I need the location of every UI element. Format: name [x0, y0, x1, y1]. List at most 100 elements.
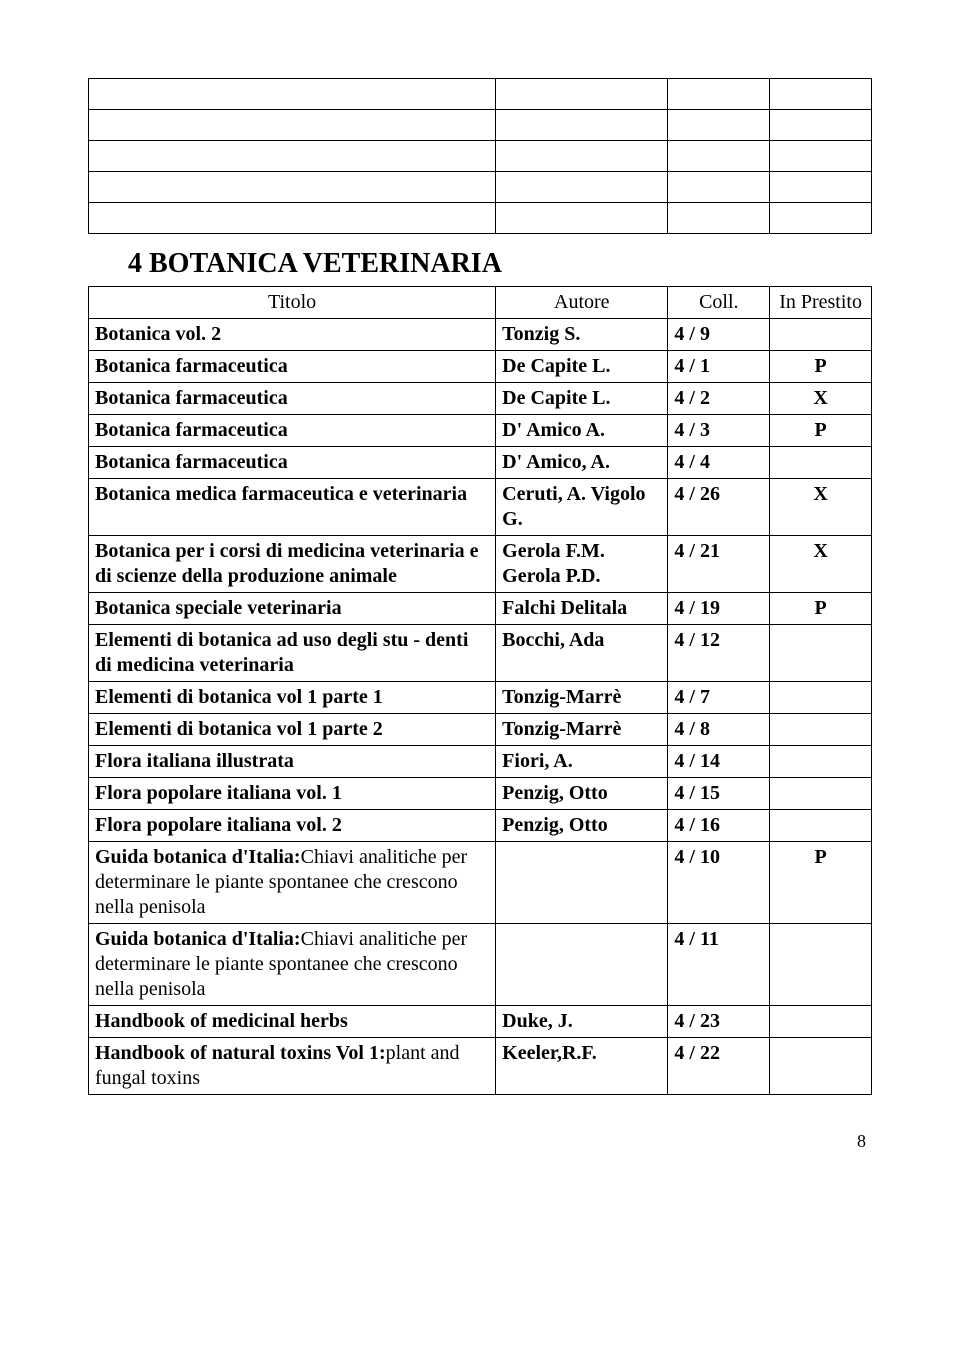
cell-titolo: Botanica farmaceutica	[89, 383, 496, 415]
cell-autore: Falchi Delitala	[496, 593, 668, 625]
cell-titolo: Elementi di botanica ad uso degli stu - …	[89, 625, 496, 682]
cell-coll: 4 / 11	[668, 924, 770, 1006]
cell-autore: Tonzig-Marrè	[496, 714, 668, 746]
empty-cell	[668, 110, 770, 141]
header-status: In Prestito	[770, 287, 872, 319]
empty-cell	[89, 110, 496, 141]
empty-header-table	[88, 78, 872, 234]
empty-cell	[496, 110, 668, 141]
cell-status	[770, 447, 872, 479]
table-row: Botanica per i corsi di medicina veterin…	[89, 536, 872, 593]
table-row: Flora italiana illustrataFiori, A.4 / 14	[89, 746, 872, 778]
cell-coll: 4 / 26	[668, 479, 770, 536]
cell-titolo: Botanica farmaceutica	[89, 447, 496, 479]
empty-cell	[668, 172, 770, 203]
cell-coll: 4 / 1	[668, 351, 770, 383]
table-row: Elementi di botanica vol 1 parte 1Tonzig…	[89, 682, 872, 714]
cell-titolo: Botanica vol. 2	[89, 319, 496, 351]
cell-titolo: Botanica medica farmaceutica e veterinar…	[89, 479, 496, 536]
cell-titolo: Botanica per i corsi di medicina veterin…	[89, 536, 496, 593]
cell-coll: 4 / 23	[668, 1006, 770, 1038]
empty-cell	[668, 203, 770, 234]
empty-cell	[668, 141, 770, 172]
cell-coll: 4 / 15	[668, 778, 770, 810]
cell-coll: 4 / 4	[668, 447, 770, 479]
cell-titolo: Handbook of medicinal herbs	[89, 1006, 496, 1038]
cell-autore: Gerola F.M. Gerola P.D.	[496, 536, 668, 593]
empty-row	[89, 79, 872, 110]
empty-cell	[496, 79, 668, 110]
cell-status: X	[770, 383, 872, 415]
cell-titolo: Elementi di botanica vol 1 parte 2	[89, 714, 496, 746]
cell-titolo: Handbook of natural toxins Vol 1:plant a…	[89, 1038, 496, 1095]
cell-autore: D' Amico A.	[496, 415, 668, 447]
cell-titolo: Botanica farmaceutica	[89, 351, 496, 383]
cell-status: X	[770, 479, 872, 536]
empty-row	[89, 203, 872, 234]
cell-autore: Duke, J.	[496, 1006, 668, 1038]
cell-status: P	[770, 415, 872, 447]
table-row: Flora popolare italiana vol. 2Penzig, Ot…	[89, 810, 872, 842]
table-row: Botanica medica farmaceutica e veterinar…	[89, 479, 872, 536]
cell-autore: Tonzig-Marrè	[496, 682, 668, 714]
empty-cell	[496, 203, 668, 234]
header-autore: Autore	[496, 287, 668, 319]
cell-titolo: Flora italiana illustrata	[89, 746, 496, 778]
cell-titolo: Guida botanica d'Italia:Chiavi analitich…	[89, 924, 496, 1006]
cell-autore: Fiori, A.	[496, 746, 668, 778]
cell-titolo: Botanica speciale veterinaria	[89, 593, 496, 625]
empty-row	[89, 110, 872, 141]
empty-cell	[496, 172, 668, 203]
cell-autore: Tonzig S.	[496, 319, 668, 351]
empty-cell	[770, 110, 872, 141]
cell-autore: De Capite L.	[496, 383, 668, 415]
section-heading: 4 BOTANICA VETERINARIA	[128, 248, 872, 280]
cell-coll: 4 / 16	[668, 810, 770, 842]
cell-coll: 4 / 3	[668, 415, 770, 447]
empty-cell	[89, 172, 496, 203]
cell-autore: Ceruti, A. Vigolo G.	[496, 479, 668, 536]
cell-coll: 4 / 21	[668, 536, 770, 593]
cell-autore: Bocchi, Ada	[496, 625, 668, 682]
header-titolo: Titolo	[89, 287, 496, 319]
cell-status: P	[770, 351, 872, 383]
cell-status: P	[770, 593, 872, 625]
cell-autore: Keeler,R.F.	[496, 1038, 668, 1095]
empty-row	[89, 172, 872, 203]
empty-cell	[770, 203, 872, 234]
cell-titolo: Elementi di botanica vol 1 parte 1	[89, 682, 496, 714]
table-header-row: Titolo Autore Coll. In Prestito	[89, 287, 872, 319]
cell-titolo: Flora popolare italiana vol. 2	[89, 810, 496, 842]
cell-titolo: Guida botanica d'Italia:Chiavi analitich…	[89, 842, 496, 924]
table-row: Botanica farmaceuticaD' Amico, A.4 / 4	[89, 447, 872, 479]
table-row: Handbook of medicinal herbsDuke, J.4 / 2…	[89, 1006, 872, 1038]
cell-titolo: Botanica farmaceutica	[89, 415, 496, 447]
cell-status	[770, 778, 872, 810]
table-row: Elementi di botanica vol 1 parte 2Tonzig…	[89, 714, 872, 746]
header-coll: Coll.	[668, 287, 770, 319]
table-row: Botanica speciale veterinariaFalchi Deli…	[89, 593, 872, 625]
table-row: Botanica vol. 2Tonzig S.4 / 9	[89, 319, 872, 351]
empty-cell	[770, 79, 872, 110]
cell-coll: 4 / 12	[668, 625, 770, 682]
empty-cell	[89, 79, 496, 110]
table-row: Flora popolare italiana vol. 1Penzig, Ot…	[89, 778, 872, 810]
table-row: Guida botanica d'Italia:Chiavi analitich…	[89, 842, 872, 924]
empty-cell	[668, 79, 770, 110]
table-row: Handbook of natural toxins Vol 1:plant a…	[89, 1038, 872, 1095]
cell-coll: 4 / 19	[668, 593, 770, 625]
cell-autore: Penzig, Otto	[496, 810, 668, 842]
cell-autore: D' Amico, A.	[496, 447, 668, 479]
empty-cell	[496, 141, 668, 172]
cell-coll: 4 / 22	[668, 1038, 770, 1095]
cell-status	[770, 924, 872, 1006]
cell-titolo: Flora popolare italiana vol. 1	[89, 778, 496, 810]
cell-coll: 4 / 9	[668, 319, 770, 351]
cell-status	[770, 810, 872, 842]
table-row: Botanica farmaceuticaDe Capite L.4 / 1P	[89, 351, 872, 383]
empty-cell	[89, 141, 496, 172]
empty-cell	[89, 203, 496, 234]
cell-status	[770, 682, 872, 714]
cell-status	[770, 625, 872, 682]
cell-status	[770, 1006, 872, 1038]
